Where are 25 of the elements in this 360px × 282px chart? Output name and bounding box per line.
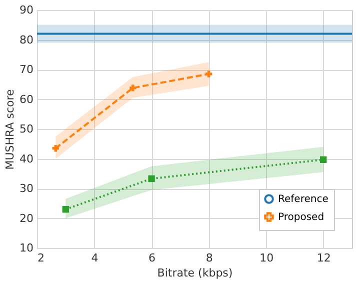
y-tick-label: 80	[20, 33, 34, 46]
y-tick-label: 70	[20, 63, 34, 76]
x-tick-label: 4	[91, 252, 98, 264]
y-tick-label: 30	[20, 182, 34, 195]
y-tick-label: 90	[20, 4, 34, 16]
x-tick-label: 10	[260, 252, 274, 264]
point	[62, 206, 69, 213]
x-tick-label: 6	[148, 252, 156, 264]
point	[52, 144, 59, 152]
legend-label: Proposed	[278, 212, 324, 223]
x-tick-label: 12	[316, 252, 331, 264]
legend-label: Reference	[278, 194, 328, 205]
point	[130, 84, 136, 92]
x-axis-title: Bitrate (kbps)	[157, 266, 233, 280]
x-tick-label: 8	[206, 252, 213, 264]
y-axis-title: MUSHRA score	[4, 88, 17, 170]
point	[148, 175, 155, 182]
y-tick-label: 40	[20, 152, 34, 166]
x-tick-label: 2	[38, 252, 44, 264]
y-tick-label: 60	[20, 92, 34, 106]
y-tick-label: 20	[20, 212, 34, 225]
y-tick-label: 50	[20, 122, 34, 136]
point	[320, 156, 327, 163]
y-tick-label: 10	[20, 242, 34, 254]
point	[205, 70, 212, 78]
